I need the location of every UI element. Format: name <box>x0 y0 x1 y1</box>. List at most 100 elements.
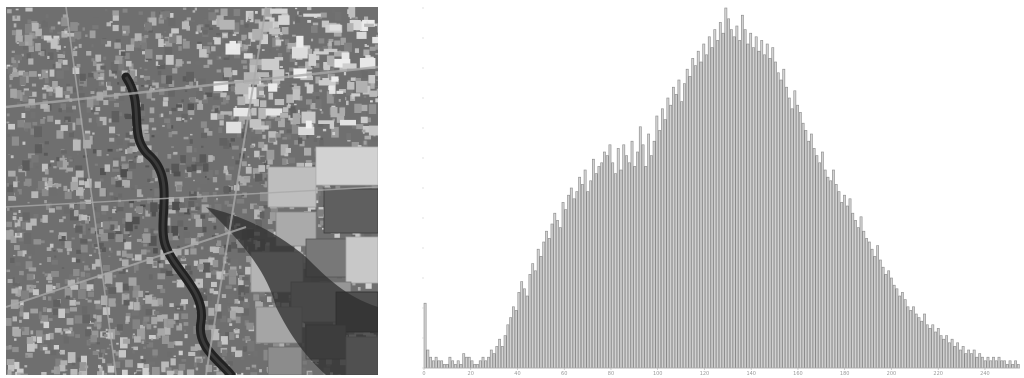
histogram-bar <box>804 130 808 369</box>
histogram-bar <box>431 360 435 369</box>
histogram-bar <box>611 162 615 369</box>
histogram-bar <box>903 299 907 369</box>
road <box>6 226 247 308</box>
histogram-bar <box>807 140 811 369</box>
histogram-bar <box>1014 360 1017 369</box>
histogram-bar <box>619 169 623 369</box>
histogram-bar <box>608 144 612 369</box>
histogram-bar <box>647 133 650 369</box>
histogram-bar <box>672 86 675 369</box>
histogram-bar <box>796 104 799 369</box>
histogram-bar <box>674 94 678 369</box>
histogram-bar <box>887 270 891 369</box>
aerial-photo <box>6 7 378 375</box>
histogram-bar <box>997 356 1001 369</box>
histogram-bar <box>873 256 877 369</box>
aerial-photo-render <box>6 7 378 375</box>
histogram-bar <box>558 227 562 369</box>
histogram-bar <box>627 162 631 369</box>
field <box>315 146 378 186</box>
histogram-bar <box>790 108 794 369</box>
histogram-bar <box>514 310 518 369</box>
histogram-bar <box>834 184 838 369</box>
histogram-bar <box>423 302 427 369</box>
histogram-bar <box>600 162 604 369</box>
histogram-bar <box>754 36 758 369</box>
histogram-bar <box>763 54 766 369</box>
histogram-bar <box>845 205 849 369</box>
forest-area <box>206 207 378 375</box>
histogram-svg: 0 20 40 60 80 100 120 140 160 180 200 220 240 <box>422 7 1020 377</box>
histogram-bar <box>942 338 946 369</box>
histogram-bar <box>426 349 430 369</box>
histogram-bar <box>760 40 764 369</box>
histogram-bar <box>445 364 449 369</box>
histogram-bar <box>553 212 557 369</box>
histogram-bar <box>443 364 446 369</box>
histogram-bar <box>923 313 926 369</box>
histogram-bar <box>478 360 482 369</box>
histogram-bar <box>716 40 719 369</box>
histogram-bar <box>890 277 893 369</box>
histogram-bar <box>713 29 717 369</box>
histogram-bar <box>967 349 971 369</box>
histogram-bar <box>683 83 686 369</box>
histogram-bar <box>986 356 990 369</box>
histogram-bar <box>492 353 496 369</box>
field <box>267 346 303 375</box>
histogram-bar <box>774 61 777 369</box>
x-tick-label: 140 <box>746 371 756 377</box>
histogram-bar <box>465 356 468 369</box>
histogram-bar <box>454 364 457 369</box>
histogram-bar <box>655 115 659 369</box>
histogram-bar <box>622 144 626 369</box>
x-tick-label: 220 <box>933 371 943 377</box>
histogram-bar <box>746 43 750 369</box>
roads <box>6 7 378 375</box>
histogram-bar <box>440 360 444 369</box>
histogram-bar <box>757 50 761 369</box>
histogram-bar <box>724 7 728 369</box>
histogram-bar <box>572 198 576 369</box>
histogram-bar <box>481 356 485 369</box>
field <box>267 166 317 208</box>
histogram-bar <box>821 151 824 369</box>
histogram-bar <box>699 61 703 369</box>
histogram-bar <box>765 43 769 369</box>
histogram-bars <box>423 7 1020 369</box>
histogram-bar <box>1008 360 1012 369</box>
histogram-bar <box>630 140 634 369</box>
histogram-bar <box>812 148 816 369</box>
histogram-bar <box>809 133 813 369</box>
industrial-area <box>210 8 378 136</box>
histogram-bar <box>732 36 736 369</box>
histogram-bar <box>862 230 866 369</box>
histogram-bar <box>721 32 725 369</box>
histogram-bar <box>1000 360 1004 369</box>
histogram-bar <box>542 241 546 369</box>
histogram-bar <box>603 151 606 369</box>
histogram-bar <box>456 360 460 369</box>
histogram-bar <box>892 284 896 369</box>
histogram-bar <box>633 166 637 369</box>
histogram-bar <box>771 47 775 369</box>
road <box>6 65 378 109</box>
histogram-bar <box>848 198 852 369</box>
histogram-bar <box>818 162 822 369</box>
histogram-bar <box>580 184 584 369</box>
histogram-bar <box>484 360 488 369</box>
histogram-bar <box>970 353 973 369</box>
histogram-bar <box>859 216 863 369</box>
histogram-bar <box>837 191 841 369</box>
histogram-bar <box>638 126 642 369</box>
histogram-bar <box>707 36 711 369</box>
histogram-bar <box>832 169 835 369</box>
histogram-bar <box>661 108 664 369</box>
histogram-bar <box>881 266 885 369</box>
histogram-bar <box>503 335 507 369</box>
histogram-bar <box>950 338 954 369</box>
histogram-bar <box>1003 360 1006 369</box>
field <box>323 188 378 234</box>
x-tick-label: 180 <box>840 371 850 377</box>
x-tick-label: 120 <box>700 371 710 377</box>
